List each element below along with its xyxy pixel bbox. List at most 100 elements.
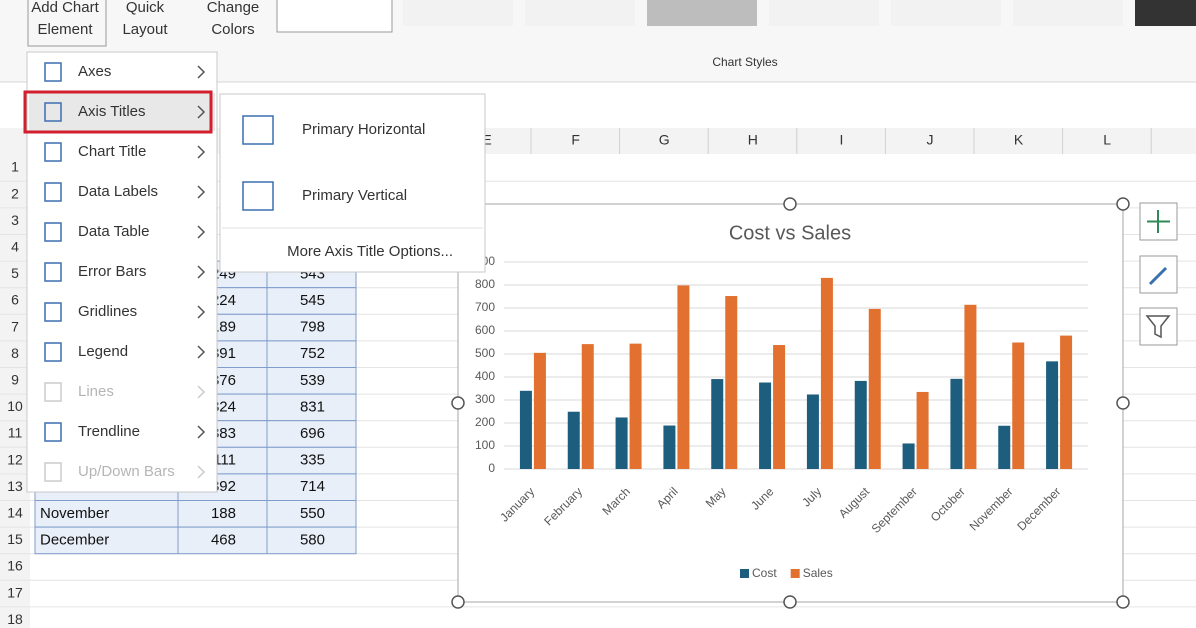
y-tick-label: 600 (475, 323, 495, 337)
ribbon-button-label[interactable]: Add Chart (31, 0, 99, 16)
menu-item[interactable]: Error Bars (78, 263, 146, 280)
submenu-arrow (197, 145, 206, 159)
brush-icon (1148, 266, 1168, 286)
cell: November (40, 505, 109, 522)
table-row (34, 526, 357, 555)
submenu-item[interactable]: Primary Vertical (302, 187, 407, 204)
bar (854, 380, 867, 469)
row-header: 11 (8, 425, 23, 441)
axis-titles-submenu: Primary Horizontal Primary Vertical More A… (219, 93, 486, 273)
menu-icon (44, 182, 62, 202)
resize-handle[interactable] (1116, 595, 1130, 609)
submenu-arrow (197, 385, 206, 399)
row-header: 4 (11, 239, 19, 255)
menu-item[interactable]: Chart Title (78, 143, 146, 160)
bar (759, 382, 772, 469)
style-thumb (403, 0, 513, 26)
add-chart-element-menu: Axes Axis Titles Chart Title Data Labels Dat… (23, 51, 218, 493)
chart-filters-button[interactable] (1139, 307, 1178, 346)
menu-icon (44, 422, 62, 442)
submenu-item[interactable]: Primary Horizontal (302, 121, 425, 138)
row-header: 6 (11, 292, 19, 308)
bar (1060, 335, 1073, 469)
column-header: J (927, 132, 934, 148)
cell: 752 (300, 345, 325, 362)
resize-handle[interactable] (1116, 396, 1130, 410)
chart-title: Cost vs Sales (729, 222, 851, 244)
resize-handle[interactable] (451, 595, 465, 609)
bar (663, 425, 676, 469)
column-header: G (659, 132, 670, 148)
submenu-arrow (197, 265, 206, 279)
bar (533, 352, 546, 469)
cell: 188 (211, 505, 236, 522)
style-thumb (1135, 0, 1196, 26)
selection-outline (23, 90, 213, 134)
menu-item[interactable]: Trendline (78, 423, 140, 440)
resize-handle[interactable] (451, 396, 465, 410)
resize-handle[interactable] (1116, 197, 1130, 211)
row-header: 17 (7, 584, 23, 600)
column-header: H (748, 132, 758, 148)
style-thumb (276, 0, 393, 33)
row-header-bar (0, 128, 30, 628)
column-header: I (839, 132, 843, 148)
y-tick-label: 300 (475, 392, 495, 406)
bar (868, 308, 881, 469)
ribbon-button-label[interactable]: Change (207, 0, 260, 16)
menu-icon (44, 142, 62, 162)
submenu-panel (219, 93, 486, 273)
ribbon-group-label: Chart Styles (712, 55, 777, 69)
menu-item[interactable]: Axis Titles (78, 103, 146, 120)
bar (567, 411, 580, 469)
y-tick-label: 0 (488, 461, 495, 475)
ribbon-button-label[interactable]: Element (37, 21, 93, 38)
legend-label: Cost (752, 566, 777, 580)
row-header: 13 (7, 478, 23, 494)
menu-icon (44, 62, 62, 82)
menu-icon (44, 302, 62, 322)
cell: 335 (300, 452, 325, 469)
chart: Cost vs Sales 01002003004005006007008009… (451, 197, 1130, 609)
menu-item[interactable]: Gridlines (78, 303, 137, 320)
y-tick-label: 200 (475, 415, 495, 429)
menu-icon (44, 462, 62, 482)
legend-swatch (790, 569, 800, 578)
row-header: 9 (11, 372, 19, 388)
ribbon-content: Add Chart Element Quick Layout Change Colors C… (27, 0, 778, 69)
row-header: 15 (7, 531, 23, 547)
style-thumb (525, 0, 635, 26)
row-header: 12 (7, 451, 23, 467)
menu-icon (44, 102, 62, 122)
ribbon-button-label[interactable]: Layout (122, 21, 168, 38)
submenu-arrow (197, 185, 206, 199)
menu-icon (44, 382, 62, 402)
cell: 550 (300, 505, 325, 522)
menu-item[interactable]: Axes (78, 63, 111, 80)
row-header: 3 (11, 212, 19, 228)
cell: 696 (300, 425, 325, 442)
cell: 798 (300, 319, 325, 336)
cell: 831 (300, 398, 325, 415)
submenu-more[interactable]: More Axis Title Options... (287, 243, 453, 260)
style-thumb (1013, 0, 1123, 26)
ribbon-button-label[interactable]: Colors (211, 21, 254, 38)
style-thumb (769, 0, 879, 26)
resize-handle[interactable] (783, 197, 797, 211)
menu-item[interactable]: Legend (78, 343, 128, 360)
menu-item[interactable]: Data Labels (78, 183, 158, 200)
style-thumb (647, 0, 757, 26)
menu-item[interactable]: Data Table (78, 223, 149, 240)
cell: 714 (300, 478, 325, 495)
row-header: 14 (7, 505, 23, 521)
submenu-arrow (197, 465, 206, 479)
menu-icon (44, 342, 62, 362)
bar (820, 277, 833, 469)
row-header: 8 (11, 345, 19, 361)
legend-label: Sales (803, 566, 833, 580)
ribbon-button-label[interactable]: Quick (126, 0, 165, 16)
resize-handle[interactable] (783, 595, 797, 609)
chart-frame (457, 203, 1124, 603)
menu-item-highlight (29, 93, 215, 131)
